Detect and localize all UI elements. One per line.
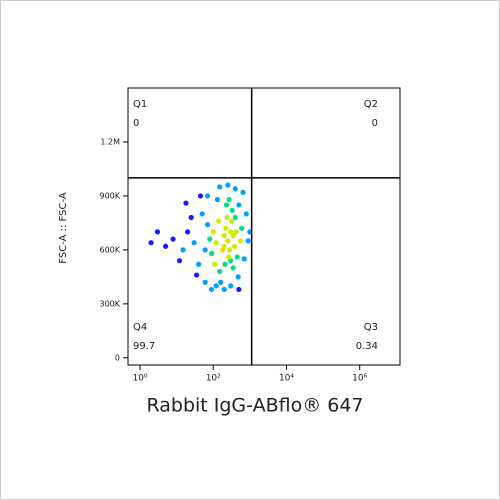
event-dot: [243, 211, 249, 217]
event-dot: [240, 189, 246, 195]
event-dot: [204, 222, 211, 228]
event-dot: [202, 279, 208, 285]
event-dot: [236, 202, 242, 208]
event-dot: [232, 214, 238, 221]
event-dot: [229, 207, 235, 213]
event-dot: [213, 283, 219, 289]
event-dot: [191, 240, 197, 246]
quadrant-name: Q3: [364, 322, 378, 333]
event-dot: [214, 196, 221, 203]
event-dot: [233, 229, 239, 235]
event-dot: [224, 214, 230, 221]
event-dot: [230, 265, 236, 271]
y-tick-label: 600K: [99, 245, 120, 254]
y-tick-label: 1.2M: [100, 137, 120, 146]
event-dot: [148, 240, 154, 246]
x-tick-label: 10⁶: [352, 374, 367, 384]
event-dot: [154, 229, 161, 235]
y-tick-label: 0: [115, 353, 120, 362]
event-dot: [199, 211, 205, 217]
event-dot: [204, 193, 211, 199]
event-dot: [215, 218, 222, 224]
event-dot: [217, 268, 223, 275]
event-dot: [229, 218, 235, 224]
y-axis-title: FSC-A :: FSC-A: [58, 192, 69, 264]
event-dot: [213, 240, 219, 246]
event-dot: [210, 229, 216, 235]
quadrant-value: 99.7: [133, 341, 155, 352]
event-dot: [163, 243, 169, 249]
event-dot: [180, 247, 186, 253]
event-dot: [185, 229, 191, 235]
event-dot: [245, 238, 251, 244]
event-dot: [207, 236, 213, 242]
event-dot: [196, 261, 202, 267]
event-dot: [223, 202, 230, 208]
event-dot: [239, 225, 245, 231]
quadrant-name: Q2: [364, 99, 378, 110]
plot-area: [127, 87, 401, 366]
event-dot: [170, 236, 176, 242]
event-dot: [221, 232, 227, 239]
event-dot: [219, 247, 226, 253]
x-tick-label: 10⁴: [279, 374, 294, 384]
event-dot: [202, 247, 208, 253]
event-dot: [217, 184, 223, 190]
event-dot: [176, 258, 183, 264]
event-dot: [212, 261, 218, 267]
x-tick-label: 10⁰: [132, 374, 147, 384]
event-dot: [227, 247, 233, 253]
event-dot: [208, 286, 215, 293]
x-axis-title: Rabbit IgG-ABflo® 647: [146, 395, 363, 417]
y-tick-label: 900K: [99, 191, 120, 200]
event-dot: [223, 225, 229, 231]
event-dot: [225, 238, 231, 244]
event-dot: [235, 274, 241, 280]
event-dot: [226, 196, 232, 203]
event-dot: [232, 186, 238, 192]
event-dot: [237, 238, 243, 244]
event-dot: [183, 200, 189, 206]
quadrant-value: 0: [133, 118, 139, 129]
quadrant-name: Q4: [133, 322, 147, 333]
event-dot: [222, 261, 228, 267]
quadrant-value: 0.34: [356, 341, 378, 352]
quadrant-value: 0: [372, 118, 378, 129]
event-dot: [241, 256, 247, 262]
event-dot: [228, 283, 234, 289]
event-dot: [197, 193, 204, 199]
event-dot: [208, 250, 215, 257]
event-dot: [221, 286, 227, 293]
quadrant-name: Q1: [133, 99, 147, 110]
y-tick-label: 300K: [99, 299, 120, 308]
event-dot: [218, 279, 224, 285]
event-dot: [231, 243, 238, 249]
event-dot: [230, 232, 236, 239]
event-dot: [225, 182, 231, 188]
event-dot: [188, 214, 194, 221]
event-dot: [193, 272, 200, 278]
x-tick-label: 10²: [206, 374, 221, 384]
event-dot: [234, 254, 240, 260]
event-dot: [236, 286, 242, 293]
event-dot: [225, 254, 232, 260]
